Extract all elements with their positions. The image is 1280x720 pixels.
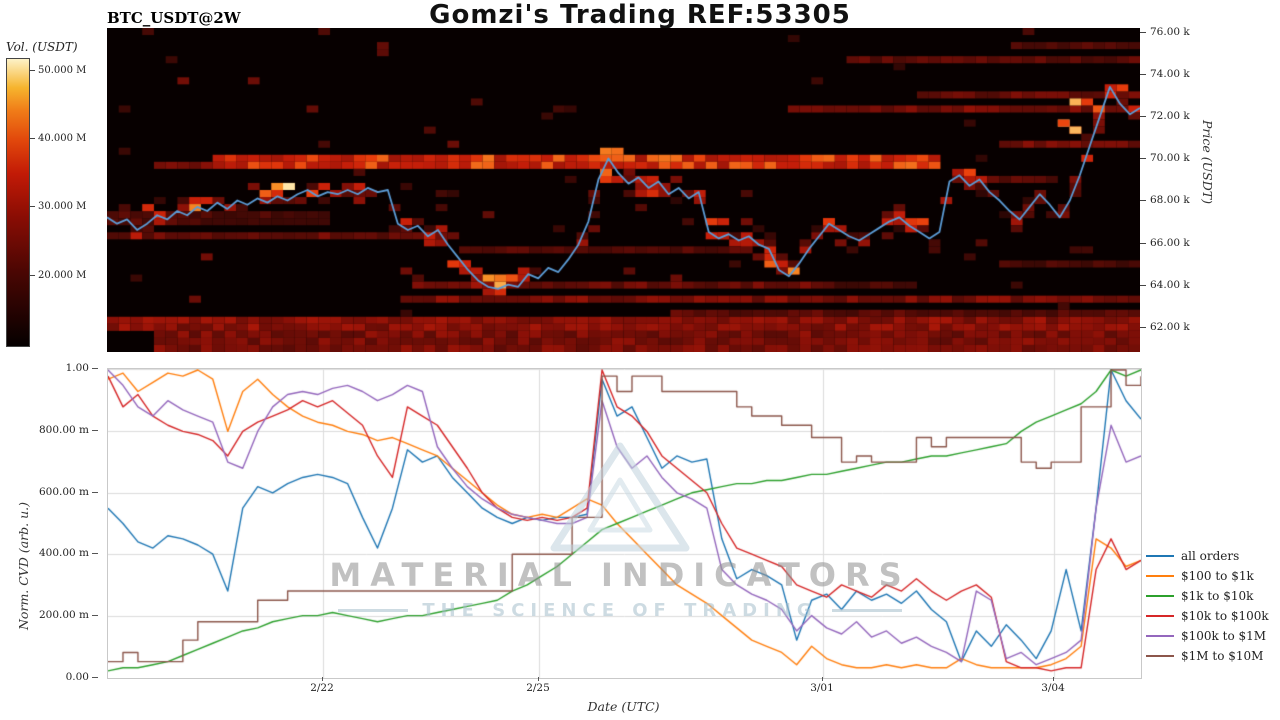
colorbar-tick: 20.000 M	[30, 270, 86, 281]
legend-line-swatch	[1146, 635, 1174, 637]
symbol-label: BTC_USDT@2W	[107, 9, 241, 27]
legend-label: $100k to $1M	[1181, 629, 1267, 643]
colorbar-tick: 50.000 M	[30, 65, 86, 76]
date-axis-title: Date (UTC)	[587, 699, 660, 714]
cvd-axis-title: Norm. CVD (arb. u.)	[16, 502, 31, 630]
tick-mark	[538, 677, 539, 681]
tick-mark	[30, 70, 35, 71]
colorbar-tick: 40.000 M	[30, 133, 86, 144]
volume-colorbar	[6, 58, 30, 347]
legend-label: $10k to $100k	[1181, 609, 1269, 623]
tick-mark	[1140, 115, 1146, 117]
page-title: Gomzi's Trading REF:53305	[429, 0, 851, 30]
tick-mark	[92, 552, 98, 554]
legend-label: $100 to $1k	[1181, 569, 1254, 583]
price-tick: 74.00 k	[1140, 67, 1190, 81]
tick-mark	[1140, 31, 1146, 33]
legend-item-100-to-1k[interactable]: $100 to $1k	[1146, 566, 1269, 586]
legend-item-100k-to-1M[interactable]: $100k to $1M	[1146, 626, 1269, 646]
price-tick: 68.00 k	[1140, 193, 1190, 207]
legend-item-1M-to-10M[interactable]: $1M to $10M	[1146, 646, 1269, 666]
colorbar-title: Vol. (USDT)	[6, 40, 78, 54]
tick-mark	[1140, 73, 1146, 75]
price-axis-title: Price (USDT)	[1200, 120, 1215, 204]
price-tick: 76.00 k	[1140, 25, 1190, 39]
tick-mark	[1140, 284, 1146, 286]
tick-mark	[1140, 199, 1146, 201]
tick-mark	[92, 429, 98, 431]
tick-mark	[30, 138, 35, 139]
tick-mark	[92, 367, 98, 369]
legend-label: $1M to $10M	[1181, 649, 1264, 663]
tick-mark	[92, 491, 98, 493]
legend-label: $1k to $10k	[1181, 589, 1254, 603]
y-tick: 1.00	[18, 361, 98, 376]
y-tick: 400.00 m	[18, 546, 98, 561]
price-volume-heatmap-canvas[interactable]	[107, 28, 1140, 352]
legend-label: all orders	[1181, 549, 1240, 563]
legend: all orders $100 to $1k $1k to $10k $10k …	[1146, 546, 1269, 666]
y-tick: 0.00	[18, 670, 98, 685]
tick-mark	[1140, 242, 1146, 244]
tick-mark	[1053, 677, 1054, 681]
legend-line-swatch	[1146, 615, 1174, 617]
y-tick: 600.00 m	[18, 485, 98, 500]
legend-item-10k-to-100k[interactable]: $10k to $100k	[1146, 606, 1269, 626]
cvd-line-chart-canvas[interactable]	[107, 368, 1142, 679]
legend-item-all-orders[interactable]: all orders	[1146, 546, 1269, 566]
tick-mark	[322, 677, 323, 681]
tick-mark	[1140, 157, 1146, 159]
colorbar-tick: 30.000 M	[30, 201, 86, 212]
x-tick: 3/01	[810, 682, 834, 694]
tick-mark	[1140, 326, 1146, 328]
legend-line-swatch	[1146, 595, 1174, 597]
legend-line-swatch	[1146, 555, 1174, 557]
x-tick: 3/04	[1041, 682, 1065, 694]
x-tick: 2/22	[310, 682, 334, 694]
legend-line-swatch	[1146, 575, 1174, 577]
legend-item-1k-to-10k[interactable]: $1k to $10k	[1146, 586, 1269, 606]
price-tick: 70.00 k	[1140, 151, 1190, 165]
price-tick: 64.00 k	[1140, 278, 1190, 292]
tick-mark	[822, 677, 823, 681]
tick-mark	[92, 676, 98, 678]
y-tick: 800.00 m	[18, 423, 98, 438]
y-tick: 200.00 m	[18, 608, 98, 623]
tick-mark	[30, 275, 35, 276]
tick-mark	[30, 206, 35, 207]
price-tick: 62.00 k	[1140, 320, 1190, 334]
x-tick: 2/25	[526, 682, 550, 694]
tick-mark	[92, 614, 98, 616]
price-tick: 72.00 k	[1140, 109, 1190, 123]
legend-line-swatch	[1146, 655, 1174, 657]
price-tick: 66.00 k	[1140, 236, 1190, 250]
